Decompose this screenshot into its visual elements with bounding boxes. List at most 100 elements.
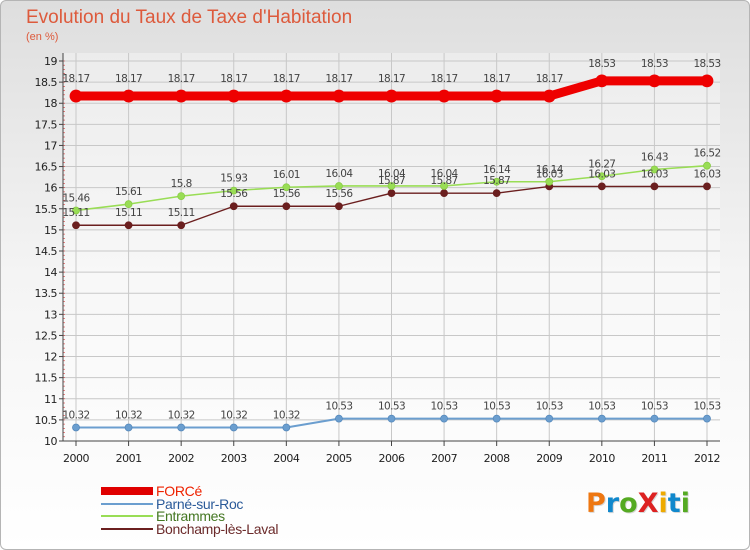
data-label-parne: 10.32 <box>273 409 300 421</box>
legend-label: Bonchamp-lès-Laval <box>156 520 279 537</box>
legend-swatch <box>101 515 153 517</box>
data-point-parne <box>492 414 501 423</box>
data-label-bonchamp: 16.03 <box>641 168 668 180</box>
legend-swatch <box>101 487 153 495</box>
data-label-bonchamp: 15.56 <box>220 188 248 200</box>
data-label-bonchamp: 15.11 <box>168 207 195 219</box>
data-point-bonchamp <box>440 189 448 198</box>
data-point-parne <box>335 414 343 423</box>
y-tick-label: 18.5 <box>35 76 58 89</box>
data-point-parne <box>229 423 238 432</box>
x-tick-label: 2009 <box>536 452 562 465</box>
data-label-entrammes: 16.14 <box>483 164 511 176</box>
data-label-force: 18.17 <box>273 73 300 85</box>
chart-title: Evolution du Taux de Taxe d'Habitation <box>26 7 353 28</box>
x-tick-label: 2011 <box>641 452 667 465</box>
proxiti-logo: ProXiti <box>586 488 690 519</box>
data-label-entrammes: 16.27 <box>588 158 615 170</box>
data-label-force: 18.17 <box>483 73 510 85</box>
data-point-force <box>227 89 241 103</box>
y-tick-label: 17.5 <box>35 118 58 131</box>
logo-letter: r <box>605 488 620 519</box>
y-tick-label: 14.5 <box>35 245 58 258</box>
data-point-bonchamp <box>597 182 606 191</box>
y-tick-label: 10.5 <box>35 414 58 427</box>
data-label-parne: 10.32 <box>220 409 247 421</box>
data-point-bonchamp <box>335 202 343 211</box>
legend-label: Parné-sur-Roc <box>156 495 244 512</box>
y-tick-label: 18 <box>44 97 57 110</box>
data-point-force <box>279 89 293 103</box>
data-label-force: 18.53 <box>693 58 720 70</box>
data-label-force: 18.17 <box>62 73 89 85</box>
data-point-entrammes <box>72 206 80 215</box>
x-tick-label: 2012 <box>694 452 720 465</box>
data-point-force <box>437 89 451 103</box>
data-point-entrammes <box>492 177 501 186</box>
data-label-force: 18.17 <box>378 73 405 85</box>
data-point-entrammes <box>440 182 448 190</box>
data-point-bonchamp <box>703 182 711 191</box>
data-point-force <box>490 89 504 103</box>
data-point-force <box>174 89 188 103</box>
data-point-parne <box>440 414 448 423</box>
data-label-bonchamp: 15.87 <box>483 175 510 187</box>
data-point-parne <box>650 414 659 423</box>
y-tick-label: 12 <box>44 351 57 364</box>
data-point-force <box>542 89 556 103</box>
data-label-force: 18.17 <box>431 73 458 85</box>
data-label-parne: 10.53 <box>588 401 615 413</box>
logo-letter: t <box>667 488 681 519</box>
data-label-force: 18.17 <box>220 73 247 85</box>
y-tick-label: 16.5 <box>35 161 58 174</box>
data-label-parne: 10.53 <box>693 401 720 413</box>
data-point-parne <box>177 423 186 432</box>
data-label-entrammes: 16.04 <box>431 168 459 180</box>
data-label-entrammes: 15.93 <box>220 173 247 185</box>
data-label-bonchamp: 16.03 <box>536 168 563 180</box>
data-label-parne: 10.32 <box>168 409 195 421</box>
y-tick-label: 15.5 <box>35 203 58 216</box>
x-tick-label: 2005 <box>326 452 352 465</box>
data-label-force: 18.17 <box>115 73 142 85</box>
data-label-entrammes: 15.46 <box>62 192 90 204</box>
x-tick-label: 2010 <box>589 452 615 465</box>
y-tick-label: 11 <box>44 393 57 406</box>
legend-swatch <box>101 527 153 530</box>
x-tick-label: 2002 <box>168 452 194 465</box>
x-tick-label: 2004 <box>273 452 299 465</box>
data-label-entrammes: 15.61 <box>115 186 142 198</box>
data-label-parne: 10.53 <box>536 401 563 413</box>
data-label-entrammes: 15.8 <box>171 178 192 190</box>
data-point-bonchamp <box>72 221 80 230</box>
legend-swatch <box>101 502 153 505</box>
data-point-force <box>122 89 135 103</box>
data-label-parne: 10.53 <box>641 401 668 413</box>
data-point-entrammes <box>703 161 711 170</box>
legend-label: FORCé <box>156 483 202 499</box>
data-point-force <box>595 74 609 88</box>
data-label-force: 18.17 <box>536 73 563 85</box>
data-label-entrammes: 16.01 <box>273 169 300 181</box>
data-label-parne: 10.32 <box>115 409 142 421</box>
data-point-force <box>385 89 398 103</box>
data-point-parne <box>703 414 711 423</box>
data-point-bonchamp <box>650 182 659 191</box>
data-point-entrammes <box>650 165 659 174</box>
logo-letter: o <box>619 488 638 519</box>
data-label-entrammes: 16.04 <box>325 168 353 180</box>
logo-letter: X <box>637 488 659 519</box>
y-tick-label: 19 <box>44 55 57 68</box>
y-tick-label: 14 <box>44 266 57 279</box>
logo-letter: i <box>658 488 668 519</box>
data-label-entrammes: 16.04 <box>378 168 406 180</box>
data-label-parne: 10.32 <box>62 409 89 421</box>
data-point-force <box>648 74 661 88</box>
data-point-bonchamp <box>282 202 291 211</box>
x-tick-label: 2001 <box>116 452 142 465</box>
data-label-force: 18.17 <box>168 73 195 85</box>
data-point-parne <box>545 414 554 423</box>
data-point-entrammes <box>282 183 291 192</box>
data-point-parne <box>282 423 291 432</box>
